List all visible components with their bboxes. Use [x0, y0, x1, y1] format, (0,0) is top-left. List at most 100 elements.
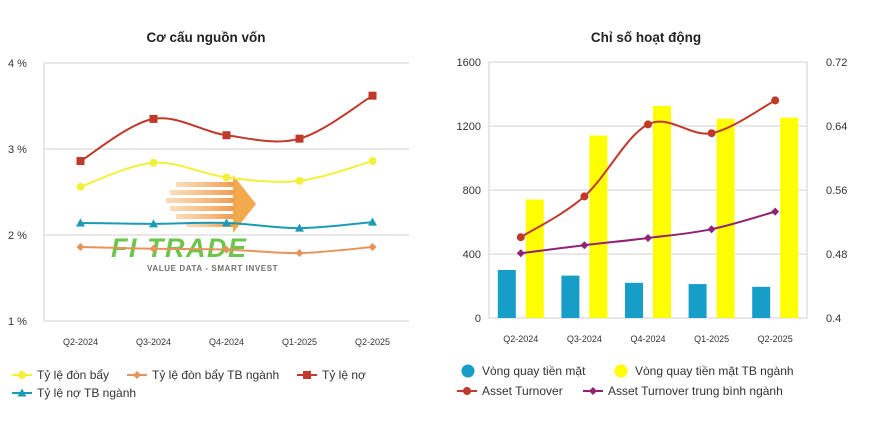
right-legend-label: Asset Turnover trung bình ngành	[608, 384, 783, 398]
right-series-point	[771, 207, 780, 216]
cash-turnover-bar	[561, 275, 580, 318]
left-x-tick-label: Q2-2025	[355, 337, 390, 347]
left-y-tick-label: 1 %	[8, 316, 27, 328]
left-series-point	[368, 91, 377, 100]
left-x-tick-label: Q1-2025	[282, 337, 317, 347]
right-series-point	[707, 129, 716, 138]
right-series-point	[516, 249, 525, 258]
left-y-tick-label: 2 %	[8, 230, 27, 242]
cash-turnover-bar	[688, 284, 707, 318]
right-series-point	[771, 96, 780, 105]
left-series-point	[222, 173, 231, 182]
left-legend-label: Tỷ lệ nợ TB ngành	[37, 386, 136, 400]
right-series-point	[707, 225, 716, 234]
left-y-tick-label: 3 %	[8, 144, 27, 156]
right-x-tick-label: Q1-2025	[694, 334, 729, 344]
left-x-tick-label: Q2-2024	[63, 337, 98, 347]
right-series-point	[580, 241, 589, 250]
left-series-point	[368, 157, 377, 166]
right-x-tick-label: Q2-2025	[758, 334, 793, 344]
right-legend: Vòng quay tiền mặt Vòng quay tiền mặt TB …	[457, 364, 794, 398]
cash-turnover-industry-bar	[525, 199, 544, 318]
right-right-y-tick-label: 0.48	[826, 249, 847, 261]
left-y-tick-label: 4 %	[8, 58, 27, 70]
right-x-tick-label: Q2-2024	[503, 334, 538, 344]
right-right-y-tick-label: 0.56	[826, 185, 847, 197]
cash-turnover-industry-bar	[780, 117, 799, 319]
right-legend-swatch-dot	[461, 364, 475, 378]
right-x-tick-label: Q4-2024	[630, 334, 665, 344]
left-legend-label: Tỷ lệ đòn bẩy TB ngành	[152, 368, 279, 382]
left-series-point	[295, 223, 304, 232]
left-x-tick-label: Q3-2024	[136, 337, 171, 347]
right-series-point	[516, 233, 525, 242]
cash-turnover-bar	[625, 282, 643, 318]
left-series-point	[76, 218, 85, 227]
right-series-point	[580, 192, 589, 201]
left-gridlines	[43, 62, 409, 322]
right-right-y-tick-label: 0.72	[826, 57, 847, 69]
right-x-tick-label: Q3-2024	[567, 334, 602, 344]
right-legend-swatch-marker	[463, 387, 471, 395]
left-legend-swatch-marker	[18, 371, 26, 379]
left-series	[76, 91, 377, 258]
right-left-y-tick-label: 0	[475, 313, 481, 325]
right-x-axis: Q2-2024 Q3-2024 Q4-2024 Q1-2025 Q2-2025	[503, 334, 792, 344]
left-legend-label: Tỷ lệ nợ	[322, 368, 366, 382]
right-left-y-axis: 0 400 800 1200 1600	[457, 57, 481, 325]
right-right-y-axis: 0.4 0.48 0.56 0.64 0.72	[826, 57, 847, 325]
cash-turnover-bar	[497, 270, 516, 318]
right-right-y-tick-label: 0.4	[826, 313, 841, 325]
capital-structure-chart: Cơ cấu nguồn vốn 1 % 2 % 3 % 4 % Q2-2024 Q3-…	[8, 30, 409, 400]
left-series-point	[295, 134, 304, 143]
right-legend-swatch-dot	[614, 364, 628, 378]
left-x-tick-label: Q4-2024	[209, 337, 244, 347]
watermark-arrow-icon	[166, 175, 256, 233]
left-chart-title: Cơ cấu nguồn vốn	[146, 30, 265, 45]
right-legend-label: Asset Turnover	[482, 384, 563, 398]
left-legend: Tỷ lệ đòn bẩy Tỷ lệ đòn bẩy TB ngành Tỷ lệ…	[12, 368, 366, 400]
left-y-axis: 1 % 2 % 3 % 4 %	[8, 58, 27, 328]
cash-turnover-industry-bar	[716, 118, 735, 318]
right-legend-label: Vòng quay tiền mặt TB ngành	[635, 364, 794, 378]
left-legend-swatch-marker	[303, 371, 311, 379]
right-legend-swatch-marker	[589, 387, 597, 395]
left-series-point	[295, 249, 304, 258]
right-left-y-tick-label: 1600	[457, 57, 481, 69]
left-series-point	[368, 243, 377, 252]
right-bars	[497, 106, 799, 319]
right-series-point	[644, 120, 652, 129]
left-series-point	[76, 157, 85, 166]
activity-ratio-chart: Chỉ số hoạt động 0 400 800 1200 1600 0.4 0.48…	[457, 30, 848, 398]
right-chart-title: Chỉ số hoạt động	[591, 30, 701, 45]
right-left-y-tick-label: 1200	[457, 121, 481, 133]
left-x-axis: Q2-2024 Q3-2024 Q4-2024 Q1-2025 Q2-2025	[63, 337, 390, 347]
right-lines	[516, 96, 780, 258]
cash-turnover-industry-bar	[589, 135, 608, 318]
right-series-point	[644, 234, 652, 242]
left-series-point	[222, 218, 231, 227]
left-series-point	[149, 158, 158, 167]
left-series-point	[149, 219, 158, 228]
left-series-point	[295, 176, 304, 185]
right-legend-label: Vòng quay tiền mặt	[482, 364, 586, 378]
left-series-point	[222, 131, 231, 140]
right-right-y-tick-label: 0.64	[826, 121, 847, 133]
left-series-point	[76, 182, 85, 191]
left-legend-swatch-marker	[17, 388, 27, 397]
cash-turnover-bar	[752, 286, 771, 318]
right-series-line	[520, 210, 776, 255]
left-series-line	[79, 94, 374, 162]
left-series-point	[222, 245, 231, 254]
watermark-tagline: VALUE DATA - SMART INVEST	[147, 264, 278, 273]
left-legend-label: Tỷ lệ đòn bẩy	[37, 368, 109, 382]
cash-turnover-industry-bar	[653, 106, 671, 318]
left-series-point	[149, 114, 158, 123]
left-legend-swatch-marker	[133, 371, 141, 379]
left-series-point	[149, 244, 158, 253]
left-series-point	[76, 243, 85, 252]
right-left-y-tick-label: 400	[463, 249, 481, 261]
right-left-y-tick-label: 800	[463, 185, 481, 197]
